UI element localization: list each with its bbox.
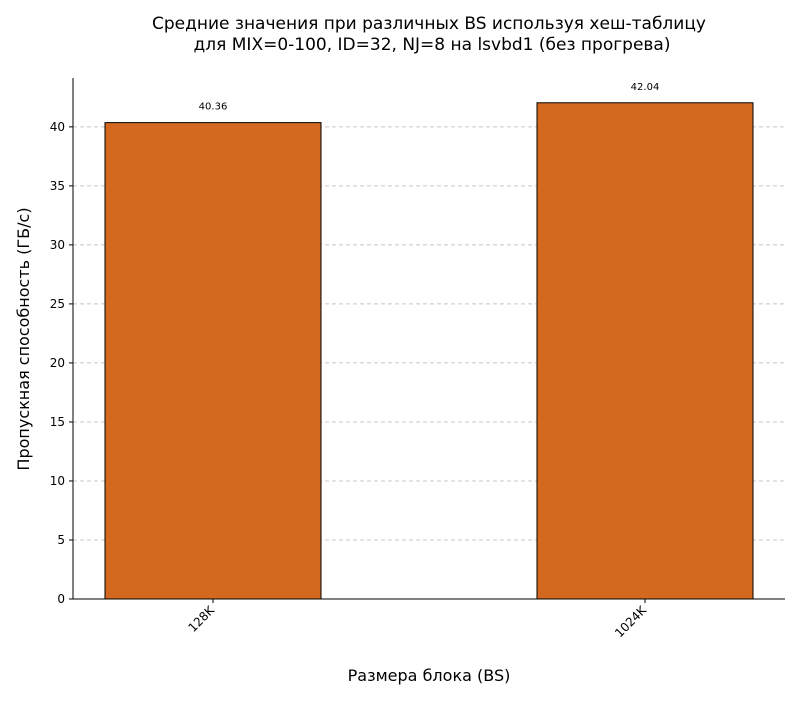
y-tick-label: 10 [50,474,65,488]
y-tick-label: 40 [50,120,65,134]
bar-1024K [536,102,754,600]
y-tick-label: 5 [57,533,65,547]
x-ticks: 128K 1024K [185,599,650,640]
axes [72,78,785,600]
bars [104,102,754,600]
y-axis-label: Пропускная способность (ГБ/с) [14,207,33,470]
y-ticks: 0 5 10 15 20 25 30 35 40 [50,120,73,606]
x-tick-label: 128K [185,602,217,634]
y-tick-label: 15 [50,415,65,429]
data-label: 42.04 [631,82,660,93]
chart-title: Средние значения при различных BS исполь… [152,14,706,34]
data-label: 40.36 [199,102,228,113]
y-tick-label: 20 [50,356,65,370]
x-axis-label: Размера блока (BS) [348,666,511,685]
y-tick-label: 30 [50,238,65,252]
bar-128K [104,122,322,600]
data-labels: 40.36 42.04 [199,82,660,113]
y-tick-label: 35 [50,179,65,193]
chart-subtitle: для MIX=0-100, ID=32, NJ=8 на lsvbd1 (бе… [194,35,671,55]
y-tick-label: 25 [50,297,65,311]
y-tick-label: 0 [57,592,65,606]
x-tick-label: 1024K [612,602,650,640]
